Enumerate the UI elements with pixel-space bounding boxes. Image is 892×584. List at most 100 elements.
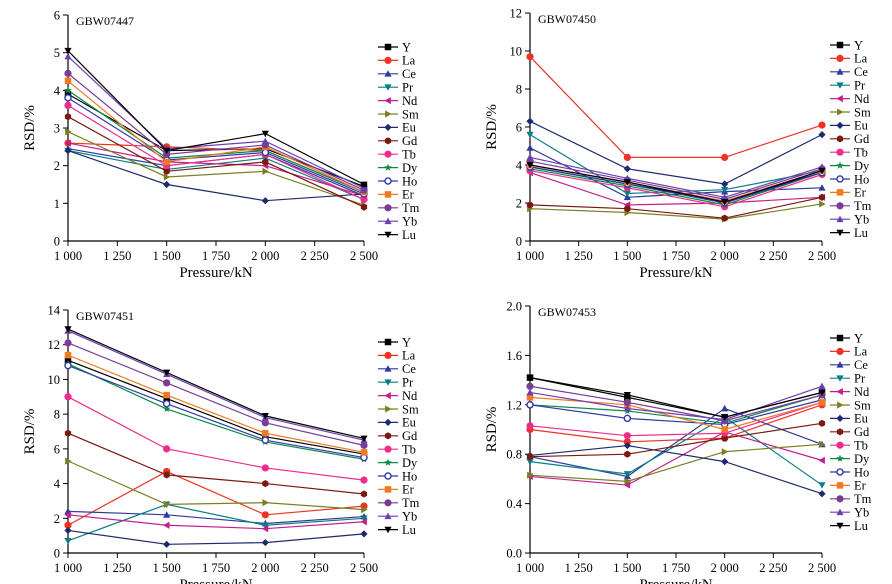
series-Lu: [526, 162, 826, 206]
data-point-La: [623, 438, 631, 446]
legend-item-Dy: Dy: [378, 456, 418, 470]
data-point-Lu: [526, 374, 534, 382]
legend-item-Yb: Yb: [378, 510, 417, 524]
legend-label: Tm: [854, 492, 872, 506]
legend-item-Tm: Tm: [378, 496, 420, 510]
legend-item-Er: Er: [378, 483, 415, 497]
legend-label: Dy: [402, 456, 418, 470]
y-tick-label: 5: [54, 46, 60, 60]
x-tick-label: 1 500: [613, 249, 641, 263]
data-point-Pr: [818, 482, 826, 489]
series-Tb: [64, 101, 368, 204]
legend-label: Yb: [854, 213, 869, 227]
legend-item-La: La: [830, 52, 868, 66]
legend-marker-Ho: [836, 175, 844, 183]
legend-marker-Sm: [837, 401, 844, 409]
data-point-La: [721, 153, 729, 161]
legend-label: Ce: [854, 358, 868, 372]
series-Tm: [526, 382, 826, 425]
chart-panel-GBW07447: 0 1 2 3 4 5 6 1 000 1 250 1 500 1 750 2 000 2 250 2 5…: [22, 9, 420, 282]
legend-marker-Tb: [384, 445, 392, 453]
series-line-Sm: [67, 131, 365, 206]
x-tick-label: 2 000: [711, 561, 739, 575]
data-point-Dy: [64, 86, 72, 94]
legend-item-Tm: Tm: [378, 201, 420, 215]
data-point-Pr: [526, 131, 534, 139]
data-point-Ho: [261, 148, 270, 157]
legend-item-Ho: Ho: [378, 469, 417, 483]
legend-label: Pr: [402, 81, 414, 95]
x-tick-label: 2 500: [350, 561, 378, 575]
series-line-Gd: [67, 432, 365, 495]
x-tick-label: 2 000: [251, 249, 279, 263]
series-line-Lu: [529, 377, 823, 418]
legend-marker-Nd: [384, 97, 391, 105]
legend-item-La: La: [378, 349, 416, 363]
series-line-Tb: [529, 401, 823, 437]
legend-label: Tm: [402, 496, 420, 510]
data-point-Gd: [262, 479, 269, 488]
x-tick-label: 1 000: [516, 561, 544, 575]
legend-marker-Gd: [836, 428, 844, 436]
legend-marker-Ce: [384, 70, 392, 77]
data-point-Eu: [818, 131, 826, 139]
series-Lu: [526, 374, 826, 421]
series-line-Tm: [529, 385, 823, 422]
series-line-La: [529, 56, 823, 158]
legend-label: Sm: [402, 402, 419, 416]
data-point-Lu: [818, 167, 826, 175]
data-point-Gd: [818, 193, 826, 201]
legend-item-La: La: [378, 54, 416, 68]
legend-label: Tb: [402, 148, 416, 162]
data-point-Lu: [163, 147, 171, 155]
legend-label: Nd: [402, 389, 418, 403]
data-point-Nd: [623, 481, 631, 489]
legend-label: Tb: [854, 146, 868, 160]
data-point-Yb: [526, 153, 534, 161]
data-point-Nd: [64, 511, 71, 519]
legend-label: Gd: [854, 425, 870, 439]
y-tick-label: 2: [54, 512, 60, 526]
legend-marker-La: [836, 347, 844, 355]
series-line-Eu: [529, 120, 823, 185]
data-point-Gd: [163, 167, 170, 175]
data-point-Lu: [721, 414, 729, 421]
series-Nd: [64, 511, 367, 533]
data-point-Tb: [64, 101, 72, 109]
legend-label: Er: [402, 483, 415, 497]
series-line-Nd: [529, 431, 823, 486]
data-point-Gd: [360, 490, 368, 498]
x-tick-label: 2 250: [301, 249, 329, 263]
y-tick-label: 4: [54, 84, 61, 98]
data-point-Nd: [163, 521, 170, 529]
data-point-Gd: [262, 158, 269, 166]
legend-label: Lu: [402, 523, 417, 537]
y-tick-label: 14: [48, 304, 61, 318]
legend-marker-Y: [384, 43, 392, 51]
data-point-Lu: [360, 181, 368, 189]
series-line-Sm: [529, 203, 823, 220]
series-line-Dy: [529, 168, 823, 206]
y-tick-label: 4: [516, 159, 523, 173]
legend-label: Tm: [402, 201, 420, 215]
legend-item-Ho: Ho: [830, 172, 869, 186]
legend-item-Lu: Lu: [830, 519, 869, 533]
legend-item-Pr: Pr: [378, 376, 414, 390]
legend-label: La: [854, 52, 868, 66]
legend-item-Yb: Yb: [378, 215, 417, 229]
series-line-La: [67, 470, 365, 526]
data-point-Ho: [64, 94, 72, 102]
data-point-Eu: [261, 538, 269, 547]
data-point-Tb: [64, 393, 72, 401]
data-point-Yb: [526, 388, 534, 396]
legend-label: Sm: [854, 105, 871, 119]
data-point-Pr: [64, 537, 72, 545]
legend-item-Lu: Lu: [378, 523, 417, 537]
series-line-Ho: [529, 399, 823, 426]
data-point-Tm: [623, 398, 631, 406]
x-tick-label: 2 500: [808, 561, 836, 575]
series-Tb: [64, 393, 368, 484]
x-tick-label: 2 250: [759, 249, 787, 263]
legend-label: Yb: [854, 506, 869, 520]
